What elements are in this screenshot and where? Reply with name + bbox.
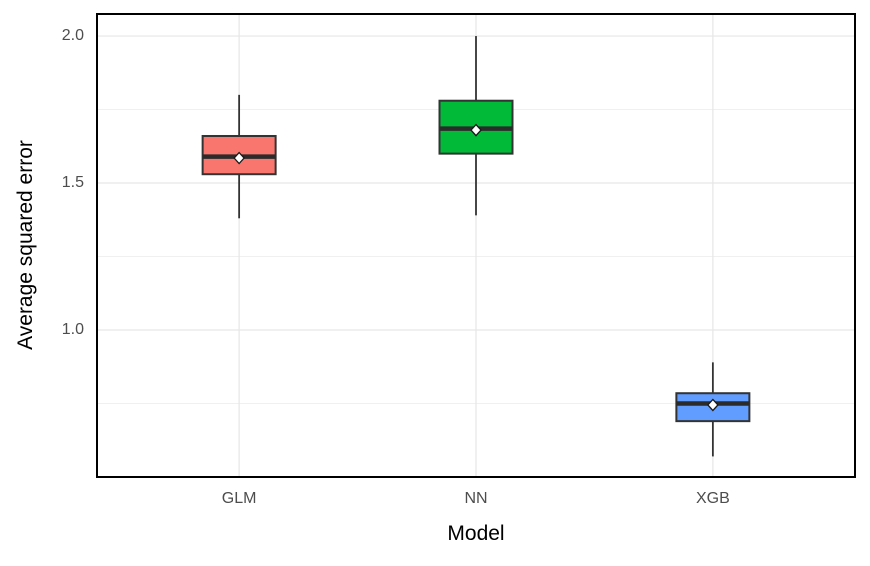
y-tick-label: 1.5 [61, 174, 84, 192]
x-axis-title: Model [447, 522, 505, 545]
mean-diamond [470, 123, 482, 137]
x-tick-label-nn: NN [464, 490, 488, 507]
mean-diamond [706, 398, 719, 412]
x-tick-label-glm: GLM [221, 490, 257, 507]
mean-diamond [233, 151, 246, 165]
y-tick-label: 1.0 [61, 321, 84, 339]
y-tick-label: 2.0 [61, 27, 84, 45]
panel-border [96, 13, 856, 478]
x-tick-label-xgb: XGB [695, 490, 730, 507]
